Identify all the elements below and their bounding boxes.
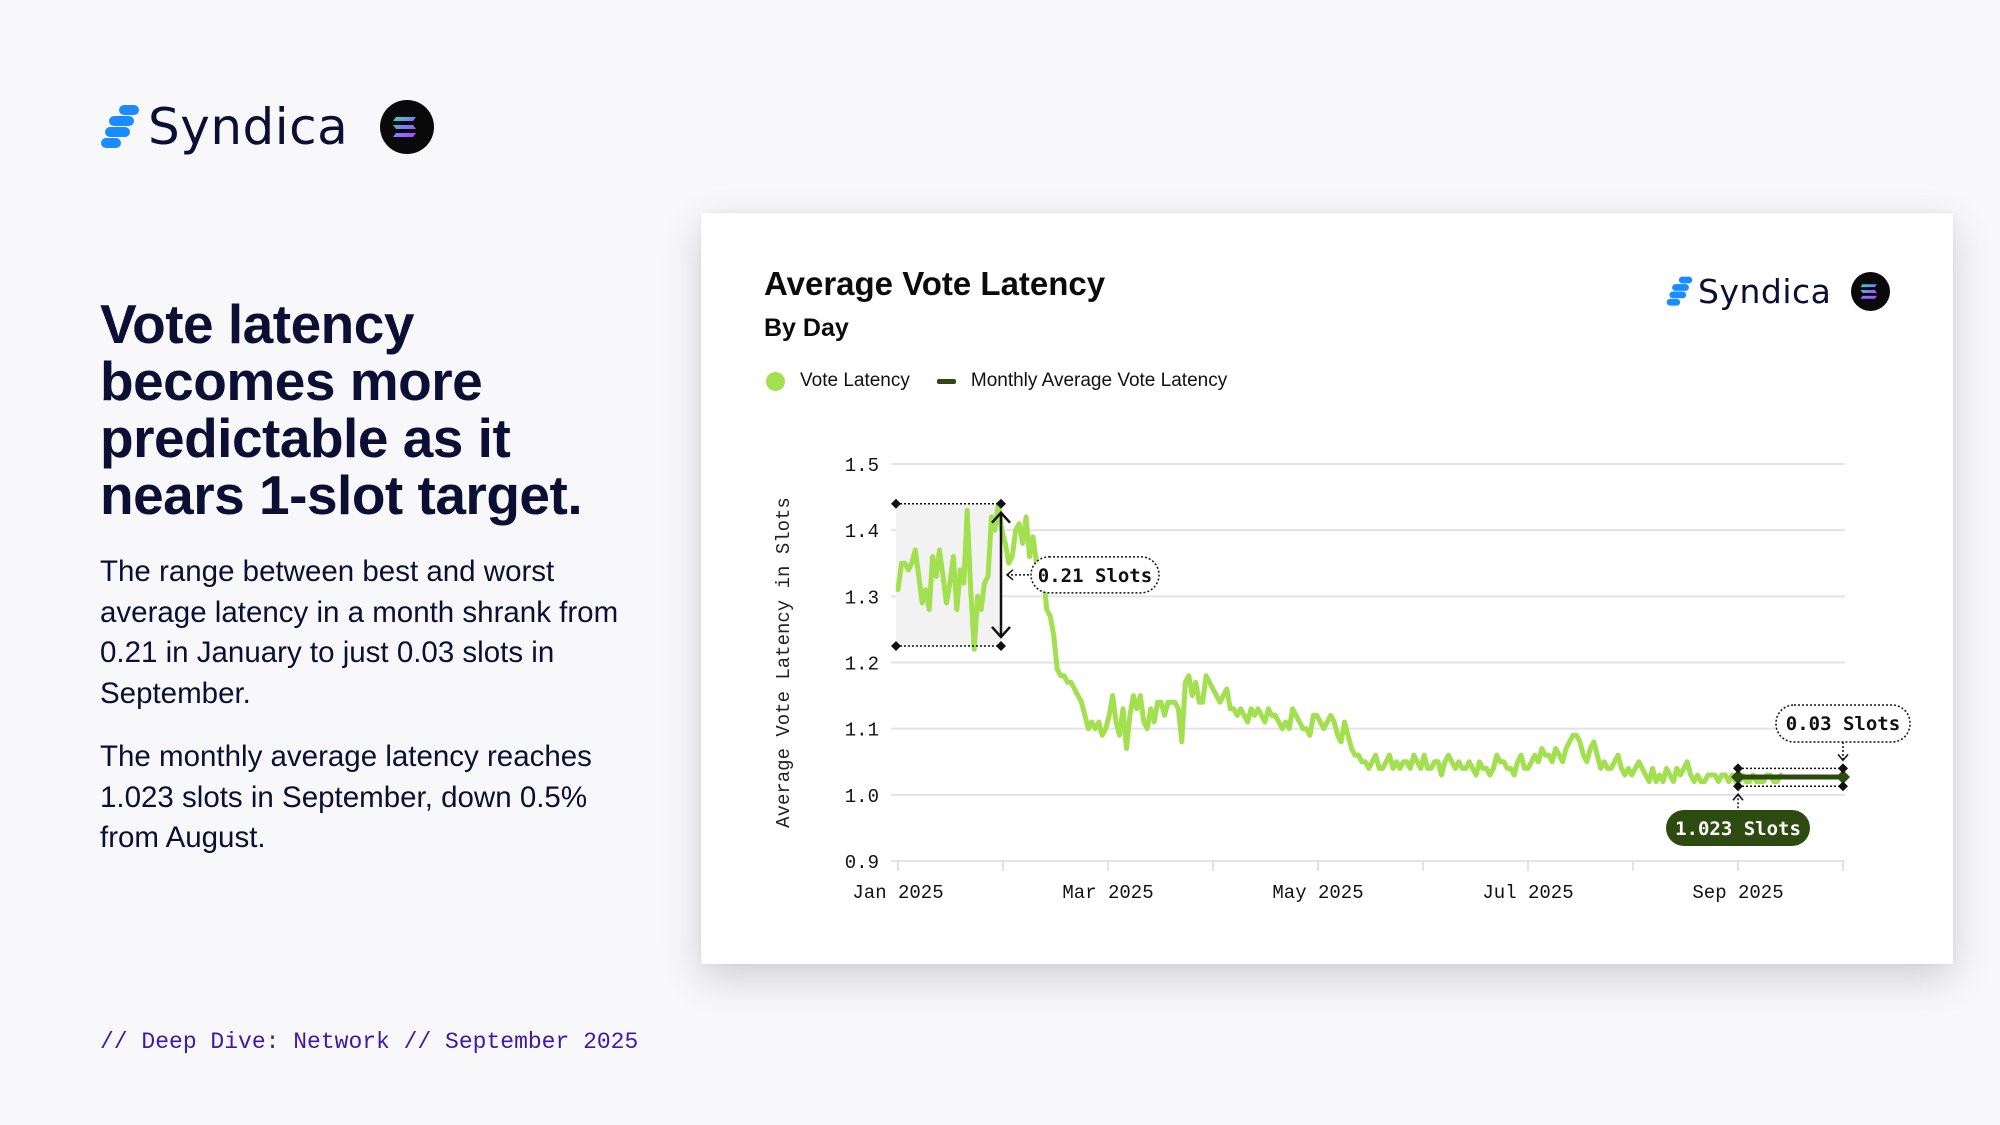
jan-range-pill	[1030, 556, 1160, 594]
leader-arrow-icon	[1837, 753, 1849, 762]
chart-card: Average Vote Latency By Day Vote Latency…	[701, 213, 1953, 964]
diamond-marker	[1838, 781, 1848, 792]
sep-range-label: 0.03 Slots	[1786, 713, 1900, 735]
paragraph-range: The range between best and worst average…	[100, 555, 619, 710]
leader-arrow-icon	[1732, 793, 1744, 801]
brand-wordmark: Syndica	[1698, 272, 1832, 311]
diamond-marker	[996, 640, 1006, 651]
y-tick-label: 1.3	[845, 587, 879, 609]
headline: Vote latency becomes more predictable as…	[100, 293, 583, 526]
x-tick-label: Sep 2025	[1692, 882, 1783, 904]
arrow-head-up-icon	[991, 510, 1011, 524]
syndica-brand-card: Syndica	[1666, 272, 1891, 311]
legend-dash-icon	[936, 378, 956, 384]
y-axis-title: Average Vote Latency in Slots	[773, 497, 795, 828]
arrow-head-down-icon	[991, 626, 1011, 639]
diamond-marker	[1733, 781, 1743, 792]
legend-vote-latency: Vote Latency	[800, 370, 910, 391]
diamond-marker	[891, 498, 901, 509]
avg-diamond-marker	[1731, 769, 1745, 784]
sep-range-pill	[1775, 704, 1911, 743]
chart-subtitle: By Day	[764, 314, 849, 342]
jan-range-label: 0.21 Slots	[1038, 565, 1152, 587]
legend-dot-icon	[766, 371, 785, 391]
chart-legend: Vote Latency Monthly Average Vote Latenc…	[766, 370, 1227, 392]
diamond-marker	[891, 640, 901, 651]
vote-latency-line	[895, 501, 1784, 785]
syndica-logo-icon	[101, 105, 139, 148]
legend-monthly-average: Monthly Average Vote Latency	[970, 370, 1228, 391]
solana-logo-icon	[380, 100, 435, 154]
chart-title: Average Vote Latency	[764, 265, 1106, 302]
y-tick-label: 1.4	[845, 521, 879, 543]
diamond-marker	[996, 498, 1006, 509]
x-tick-label: Jul 2025	[1482, 882, 1573, 904]
leader-arrow-icon	[1005, 569, 1014, 581]
chart-plot: 0.9 1.0 1.1 1.2 1.3 1.4 1.5 Jan 2025 Mar 2025 Ma…	[773, 455, 1911, 904]
syndica-brand-header: Syndica	[100, 98, 435, 156]
avg-diamond-marker	[1836, 769, 1850, 784]
x-tick-label: Mar 2025	[1062, 882, 1153, 904]
diamond-marker	[1733, 763, 1743, 774]
x-tick-label: May 2025	[1272, 882, 1363, 904]
paragraph-average: The monthly average latency reaches 1.02…	[100, 740, 592, 854]
syndica-logo-icon	[1666, 276, 1693, 306]
x-tick-label: Jan 2025	[852, 882, 943, 904]
brand-wordmark: Syndica	[148, 98, 349, 156]
footer-caption: // Deep Dive: Network // September 2025	[100, 1029, 639, 1055]
y-tick-label: 1.1	[845, 720, 879, 742]
y-tick-label: 1.0	[845, 786, 879, 808]
diamond-marker	[1838, 763, 1848, 774]
avg-value-label: 1.023 Slots	[1675, 818, 1801, 840]
y-tick-label: 1.5	[845, 455, 879, 477]
solana-logo-icon	[1851, 272, 1891, 311]
avg-value-pill	[1666, 810, 1810, 846]
y-tick-label: 0.9	[845, 852, 879, 874]
y-tick-label: 1.2	[845, 654, 879, 676]
